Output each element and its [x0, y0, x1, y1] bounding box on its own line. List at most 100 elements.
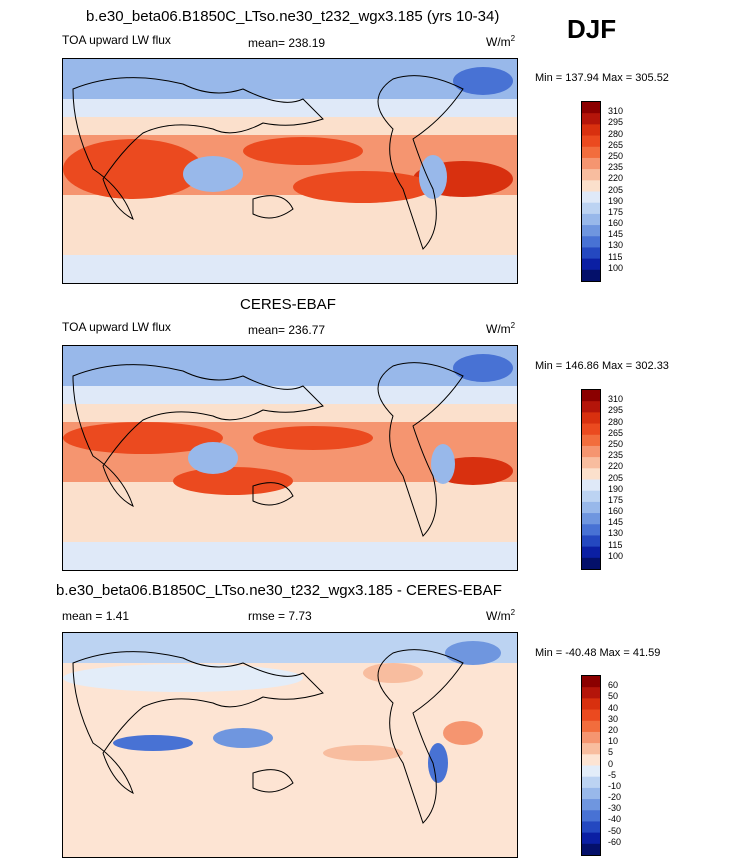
panel-1-colorbar-swatch [582, 258, 600, 271]
panel-2-units: W/m2 [486, 321, 516, 336]
panel-2-colorbar-swatch [582, 457, 600, 469]
panel-3-colorbar-tick-label: -10 [608, 780, 622, 791]
panel-1-colorbar-swatch [582, 247, 600, 260]
panel-2-colorbar-tick-label: 175 [608, 494, 624, 505]
panel-2-colorbar-swatch [582, 513, 600, 525]
panel-3-colorbar-swatch [582, 787, 600, 800]
panel-3-colorbar-labels: 60 50 40 30 20 10 5 0 -5 -10 -20 -30 -40 -50 -60 [608, 675, 648, 856]
panel-1-colorbar-swatch [582, 124, 600, 137]
panel-2-colorbar-swatch [582, 434, 600, 447]
panel-1-colorbar-swatch [582, 191, 600, 204]
panel-2-colorbar-tick-label: 265 [608, 427, 624, 438]
panel-1-colorbar-tick-label: 235 [608, 162, 624, 173]
panel-1-colorbar-tick-label: 280 [608, 128, 624, 139]
panel-2-colorbar-tick-label: 160 [608, 506, 624, 517]
panel-2-colorbar-tick-label: 100 [608, 550, 624, 561]
panel-2-colorbar-swatch [582, 445, 600, 458]
panel-2-field: TOA upward LW flux [62, 320, 171, 334]
panel-1-colorbar-tick-label: 295 [608, 117, 624, 128]
panel-2-colorbar-swatch [582, 501, 600, 514]
panel-3-colorbar-tick-label: -40 [608, 814, 622, 825]
panel-1-colorbar-tick-label: 130 [608, 240, 624, 251]
panel-2-colorbar-swatch [582, 468, 600, 480]
panel-3-colorbar-swatch [582, 687, 600, 699]
panel-3-colorbar-tick-label: 0 [608, 758, 614, 769]
panel-1-minmax: Min = 137.94 Max = 305.52 [535, 72, 669, 84]
panel-3-map [62, 632, 518, 858]
panel-3-colorbar-swatch [582, 676, 600, 688]
panel-3-colorbar-tick-label: -60 [608, 836, 622, 847]
panel-1-colorbar-tick-label: 310 [608, 106, 624, 117]
panel-2-colorbar-swatch [582, 546, 600, 559]
panel-3-map-field [63, 633, 517, 857]
panel-3-colorbar-swatch [582, 821, 600, 834]
panel-1-map-field [63, 59, 517, 283]
panel-3-colorbar-tick-label: -5 [608, 769, 617, 780]
panel-1-colorbar-swatch [582, 269, 600, 282]
season-label: DJF [567, 14, 617, 44]
panel-1-colorbar-swatch [582, 169, 600, 181]
panel-1-colorbar-swatch [582, 202, 600, 215]
panel-2-colorbar-tick-label: 310 [608, 394, 624, 405]
panel-1-colorbar-tick-label: 100 [608, 262, 624, 273]
panel-1-mean: mean= 238.19 [248, 36, 326, 50]
panel-3-colorbar-tick-label: 20 [608, 724, 619, 735]
panel-1-colorbar-swatch [582, 102, 600, 114]
panel-3-colorbar-swatch [582, 832, 600, 845]
panel-2-colorbar-tick-label: 280 [608, 416, 624, 427]
panel-2-colorbar-tick-label: 190 [608, 483, 624, 494]
panel-3-mean: mean = 1.41 [62, 609, 130, 623]
panel-1-colorbar-tick-label: 265 [608, 139, 624, 150]
panel-1-colorbar-swatch [582, 113, 600, 125]
panel-3-colorbar-swatch [582, 731, 600, 744]
panel-3-units: W/m2 [486, 608, 516, 623]
panel-2-colorbar-swatch [582, 535, 600, 548]
panel-1-field: TOA upward LW flux [62, 33, 171, 47]
panel-3-minmax: Min = -40.48 Max = 41.59 [535, 647, 661, 659]
panel-2-mean: mean= 236.77 [248, 323, 326, 337]
panel-2-colorbar-tick-label: 250 [608, 438, 624, 449]
panel-3-colorbar [581, 675, 601, 856]
panel-2-colorbar-tick-label: 205 [608, 472, 624, 483]
panel-3-colorbar-tick-label: 40 [608, 702, 619, 713]
panel-3-colorbar-tick-label: -20 [608, 792, 622, 803]
panel-3-colorbar-swatch [582, 799, 600, 811]
panel-1-title: b.e30_beta06.B1850C_LTso.ne30_t232_wgx3.… [86, 8, 500, 25]
panel-1-colorbar-tick-label: 250 [608, 150, 624, 161]
panel-1-colorbar-tick-label: 220 [608, 173, 624, 184]
panel-2-colorbar-labels: 310 295 280 265 250 235 220 205 190 175 160 145 130 1… [608, 389, 648, 570]
panel-3-colorbar-tick-label: 10 [608, 736, 619, 747]
panel-1-colorbar-tick-label: 145 [608, 229, 624, 240]
panel-2-colorbar-swatch [582, 423, 600, 436]
panel-1-colorbar-tick-label: 115 [608, 251, 623, 262]
panel-2-colorbar-swatch [582, 401, 600, 413]
panel-3-colorbar-tick-label: 60 [608, 680, 619, 691]
panel-2-minmax: Min = 146.86 Max = 302.33 [535, 360, 669, 372]
panel-3-colorbar-tick-label: 50 [608, 691, 619, 702]
panel-1-colorbar-tick-label: 190 [608, 195, 624, 206]
panel-1-colorbar-tick-label: 160 [608, 218, 624, 229]
panel-1-colorbar-labels: 310 295 280 265 250 235 220 205 190 175 160 145 130 1… [608, 101, 648, 282]
panel-1-colorbar-swatch [582, 236, 600, 248]
panel-3-colorbar-swatch [582, 754, 600, 766]
panel-1-colorbar-swatch [582, 157, 600, 170]
panel-2-colorbar-swatches [582, 390, 600, 570]
panel-2-colorbar-tick-label: 130 [608, 528, 624, 539]
panel-2-colorbar-swatch [582, 524, 600, 536]
panel-3-colorbar-tick-label: -50 [608, 825, 622, 836]
panel-2-colorbar [581, 389, 601, 570]
panel-2-title: CERES-EBAF [240, 296, 336, 313]
panel-2-colorbar-swatch [582, 479, 600, 492]
panel-1-colorbar-swatch [582, 135, 600, 148]
panel-1-colorbar-tick-label: 175 [608, 206, 624, 217]
panel-3-colorbar-swatch [582, 720, 600, 733]
panel-1-colorbar-tick-label: 205 [608, 184, 624, 195]
panel-3-colorbar-swatch [582, 709, 600, 722]
panel-3-rmse: rmse = 7.73 [248, 609, 312, 623]
panel-3-title: b.e30_beta06.B1850C_LTso.ne30_t232_wgx3.… [56, 582, 502, 599]
panel-2-colorbar-tick-label: 115 [608, 539, 623, 550]
panel-1-units: W/m2 [486, 34, 516, 49]
panel-3-colorbar-swatches [582, 676, 600, 856]
panel-2-colorbar-swatch [582, 390, 600, 402]
panel-2-colorbar-tick-label: 295 [608, 405, 624, 416]
